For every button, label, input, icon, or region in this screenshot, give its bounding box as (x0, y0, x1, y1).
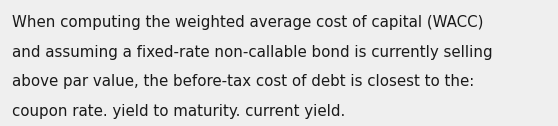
Text: coupon rate. yield to maturity. current yield.: coupon rate. yield to maturity. current … (12, 104, 345, 119)
Text: When computing the weighted average cost of capital (WACC): When computing the weighted average cost… (12, 15, 484, 30)
Text: and assuming a fixed-rate non-callable bond is currently selling: and assuming a fixed-rate non-callable b… (12, 45, 493, 60)
Text: above par value, the before-tax cost of debt is closest to the:: above par value, the before-tax cost of … (12, 74, 474, 89)
